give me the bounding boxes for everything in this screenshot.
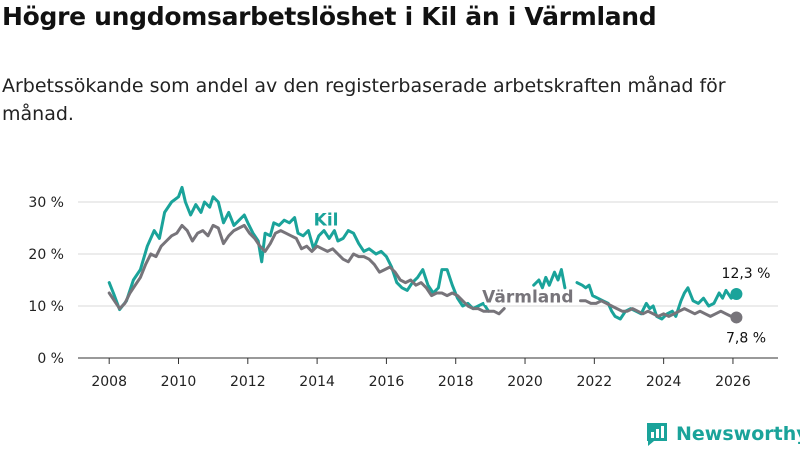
y-tick-label: 0 %: [37, 351, 64, 367]
varmland-end-value: 7,8 %: [726, 330, 766, 346]
varmland-end-marker: [730, 311, 743, 324]
x-tick-label: 2026: [715, 374, 751, 390]
y-tick-label: 30 %: [28, 195, 64, 211]
y-tick-label: 10 %: [28, 299, 64, 315]
series-lines: [107, 185, 743, 324]
x-tick-label: 2020: [507, 374, 543, 390]
chart-subtitle: Arbetssökande som andel av den registerb…: [2, 75, 726, 125]
kil-end-value: 12,3 %: [722, 266, 771, 282]
brand-name: Newsworthy: [676, 423, 800, 445]
x-tick-label: 2008: [91, 374, 127, 390]
kil-line: [107, 185, 491, 313]
varmland-line: [579, 299, 738, 319]
x-tick-label: 2016: [369, 374, 405, 390]
chart-title: Högre ungdomsarbetslöshet i Kil än i Vär…: [2, 2, 657, 31]
varmland-line: [107, 223, 506, 316]
y-axis-ticks: 0 % 10 % 20 % 30 %: [28, 195, 64, 367]
x-tick-label: 2014: [299, 374, 335, 390]
series-labels: Kil Värmland 12,3 % 7,8 %: [311, 208, 771, 347]
newsworthy-logo-icon: [647, 423, 667, 446]
x-tick-label: 2022: [577, 374, 613, 390]
kil-line: [532, 268, 567, 290]
x-axis-ticks: 2008 2010 2012 2014 2016 2018 2020 2022 2024 2026: [91, 358, 751, 390]
y-tick-label: 20 %: [28, 247, 64, 263]
line-chart: 0 % 10 % 20 % 30 % 2008 2010 2012 2014 2016 2018…: [28, 185, 778, 390]
kil-end-marker: [730, 288, 743, 301]
newsworthy-logo: Newsworthy: [645, 420, 800, 448]
x-tick-label: 2024: [646, 374, 682, 390]
x-tick-label: 2018: [438, 374, 474, 390]
x-tick-label: 2010: [161, 374, 197, 390]
x-tick-label: 2012: [230, 374, 266, 390]
gridlines: [78, 201, 778, 359]
varmland-series-label: Värmland: [482, 287, 573, 307]
kil-series-label: Kil: [314, 210, 339, 230]
